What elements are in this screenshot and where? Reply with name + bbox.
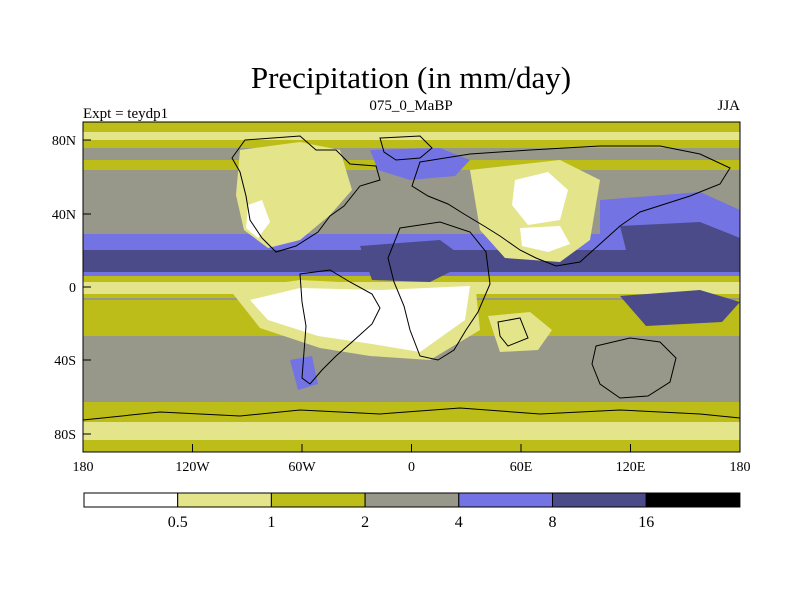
colorbar-label: 16 [638, 514, 654, 531]
y-tick-label: 80S [54, 428, 76, 443]
coast-eurasia [411, 145, 731, 267]
colorbar-bin [270, 492, 366, 508]
region-indian-ocean-dark [620, 290, 740, 326]
coast-small-island [497, 317, 529, 347]
x-tick-label: 0 [408, 460, 415, 475]
colorbar-label: 1 [267, 514, 275, 531]
region-south-america-white [250, 286, 470, 352]
x-tick-label: 60W [288, 460, 316, 475]
colorbar-label: 2 [361, 514, 369, 531]
x-tick-label: 180 [73, 460, 94, 475]
colorbar-label: 4 [455, 514, 463, 531]
y-axis-labels: 80N 40N 0 40S 80S [52, 134, 76, 443]
experiment-label: Expt = teydp1 [83, 106, 168, 122]
region-north-atlantic-blue [370, 148, 470, 180]
map-title: Precipitation (in mm/day) [251, 60, 571, 95]
region-asia-white-south [520, 226, 570, 252]
coast-antarctica [83, 407, 740, 421]
coastlines [83, 135, 740, 421]
region-southwest-blue [290, 356, 318, 390]
colorbar: 0.5 1 2 4 8 16 [83, 492, 741, 531]
time-label: 075_0_MaBP [369, 98, 452, 114]
coast-australia [591, 337, 677, 399]
region-west-pacific-dark [620, 222, 740, 270]
band-south-polar-light [83, 422, 740, 440]
x-tick-label: 120E [616, 460, 646, 475]
coast-north-america [231, 135, 381, 253]
colorbar-bin [364, 492, 460, 508]
coast-south-america [299, 269, 381, 385]
axis-ticks [82, 139, 741, 452]
region-africa-south-light [488, 312, 552, 352]
y-tick-label: 40N [52, 208, 76, 223]
colorbar-bin [458, 492, 553, 508]
season-label: JJA [717, 98, 740, 114]
colorbar-bin [645, 492, 741, 508]
colorbar-bin [83, 492, 179, 508]
colorbar-label: 8 [549, 514, 557, 531]
colorbar-bin [177, 492, 272, 508]
x-tick-label: 60E [510, 460, 533, 475]
coast-africa [387, 221, 491, 361]
x-tick-label: 180 [730, 460, 751, 475]
region-africa-dark [360, 240, 470, 282]
coast-greenland [379, 135, 433, 161]
y-tick-label: 0 [69, 281, 76, 296]
colorbar-label: 0.5 [168, 514, 188, 531]
x-axis-labels: 180 120W 60W 0 60E 120E 180 [73, 460, 751, 475]
colorbar-bin [552, 492, 647, 508]
y-tick-label: 40S [54, 354, 76, 369]
y-tick-label: 80N [52, 134, 76, 149]
precipitation-field [83, 122, 740, 452]
region-north-america-white [246, 200, 270, 238]
x-tick-label: 120W [175, 460, 210, 475]
region-asia-white-north [512, 172, 568, 225]
